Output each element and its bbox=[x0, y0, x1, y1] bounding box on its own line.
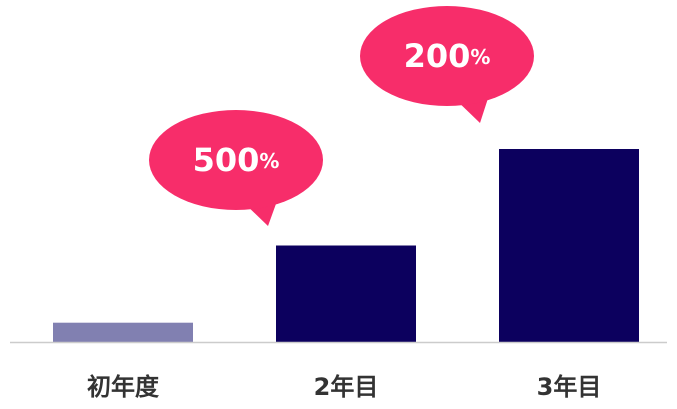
annotation-unit: % bbox=[470, 45, 490, 69]
annotation: 500% bbox=[193, 141, 280, 179]
x-tick-label: 初年度 bbox=[87, 373, 160, 401]
x-tick-label: 3年目 bbox=[537, 373, 602, 401]
x-tick-label: 2年目 bbox=[314, 373, 379, 401]
annotation-unit: % bbox=[259, 149, 279, 173]
bar bbox=[53, 322, 193, 342]
speech-bubble: 200% bbox=[360, 6, 534, 123]
bubble-body bbox=[360, 6, 534, 106]
annotation-number: 200 bbox=[404, 37, 471, 75]
bar bbox=[499, 149, 639, 342]
bar bbox=[276, 245, 416, 342]
annotation: 200% bbox=[404, 37, 491, 75]
annotation-number: 500 bbox=[193, 141, 260, 179]
bubble-body bbox=[149, 110, 323, 210]
speech-bubble: 500% bbox=[149, 110, 323, 226]
